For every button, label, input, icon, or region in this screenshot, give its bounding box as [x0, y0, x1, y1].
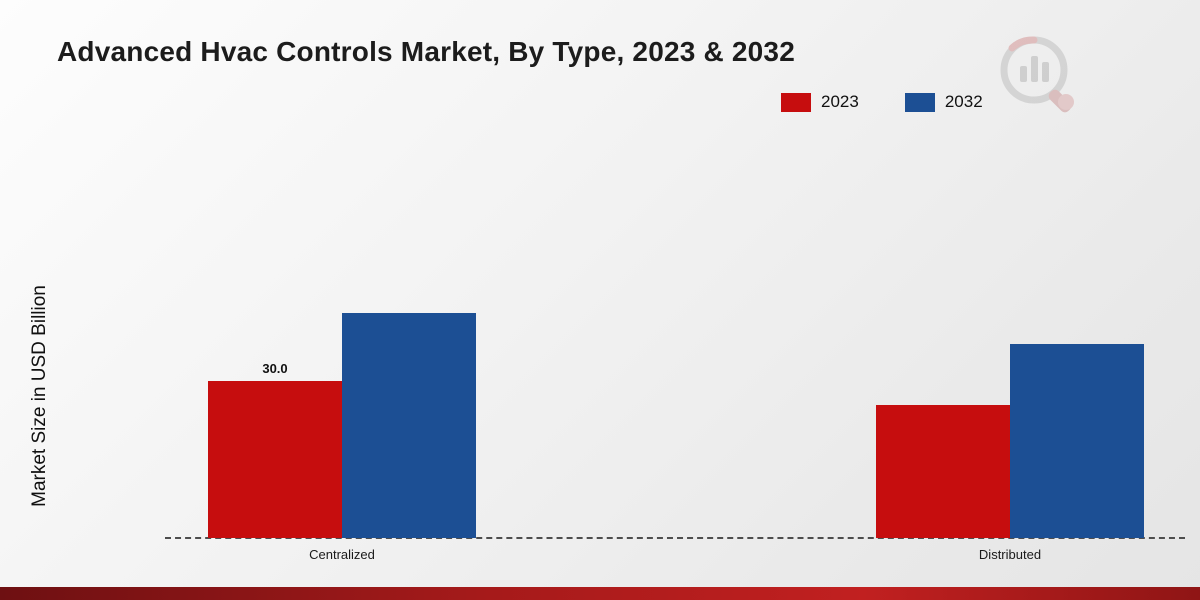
brand-logo — [992, 30, 1084, 123]
category-label-distributed: Distributed — [978, 547, 1042, 562]
chart-title: Advanced Hvac Controls Market, By Type, … — [57, 36, 795, 67]
legend-swatch-2032 — [904, 92, 935, 112]
bar-value-label-2023-centralized: 30.0 — [262, 361, 288, 376]
category-label-centralized: Centralized — [309, 547, 375, 562]
bar-2032-distributed — [1010, 344, 1144, 538]
legend-label-2032: 2032 — [944, 92, 983, 111]
magnifier-chart-logo-icon — [1000, 36, 1074, 113]
bar-2023-distributed — [876, 405, 1010, 538]
x-axis-line — [165, 537, 1185, 539]
bar-2032-centralized — [342, 313, 476, 538]
legend-item-2023: 2023 — [781, 92, 859, 112]
bar-2023-centralized — [208, 381, 342, 538]
legend-item-2032: 2032 — [904, 92, 983, 112]
legend-label-2023: 2023 — [821, 92, 859, 111]
legend: 2023 2032 — [781, 92, 983, 112]
legend-swatch-2023 — [781, 92, 811, 112]
footer-bar — [0, 587, 1200, 600]
